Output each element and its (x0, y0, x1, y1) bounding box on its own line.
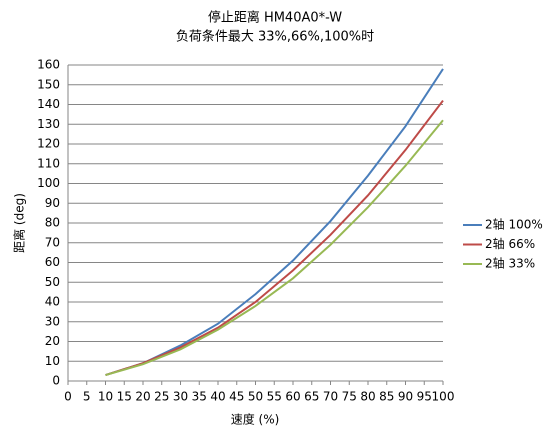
y-axis-label: 距离 (deg) (12, 193, 27, 253)
x-tick-label: 75 (342, 390, 357, 404)
x-axis-label: 速度 (%) (231, 412, 280, 427)
x-tick-label: 85 (379, 390, 394, 404)
legend-label: 2轴 66% (485, 236, 535, 251)
y-tick-label: 140 (37, 97, 60, 111)
y-tick-label: 10 (45, 354, 60, 368)
x-tick-label: 95 (417, 390, 432, 404)
x-tick-label: 90 (398, 390, 413, 404)
x-tick-label: 25 (154, 390, 169, 404)
y-tick-label: 100 (37, 176, 60, 190)
series-line (105, 68, 444, 377)
x-tick-label: 60 (285, 390, 300, 404)
y-tick-label: 120 (37, 137, 60, 151)
legend-label: 2轴 100% (485, 217, 543, 232)
x-tick-label: 15 (117, 390, 132, 404)
y-tick-label: 50 (45, 275, 60, 289)
y-tick-label: 60 (45, 255, 60, 269)
y-tick-label: 130 (37, 117, 60, 131)
y-tick-label: 150 (37, 77, 60, 91)
y-tick-label: 80 (45, 216, 60, 230)
y-tick-label: 90 (45, 196, 60, 210)
x-tick-label: 55 (267, 390, 282, 404)
x-tick-label: 40 (210, 390, 225, 404)
series-line (105, 119, 444, 377)
y-tick-label: 40 (45, 295, 60, 309)
y-tick-label: 160 (37, 58, 60, 72)
x-tick-label: 70 (323, 390, 338, 404)
y-tick-label: 0 (52, 374, 60, 388)
x-tick-label: 35 (192, 390, 207, 404)
chart-title: 停止距离 HM40A0*-W (208, 10, 342, 26)
x-tick-label: 65 (304, 390, 319, 404)
x-tick-label: 10 (98, 390, 113, 404)
y-tick-label: 70 (45, 235, 60, 249)
x-tick-label: 100 (432, 390, 455, 404)
x-tick-label: 50 (248, 390, 263, 404)
x-tick-label: 0 (64, 390, 72, 404)
y-tick-label: 20 (45, 334, 60, 348)
legend-label: 2轴 33% (485, 256, 535, 271)
x-tick-label: 45 (229, 390, 244, 404)
x-tick-label: 5 (83, 390, 91, 404)
x-tick-label: 30 (173, 390, 188, 404)
x-tick-label: 80 (360, 390, 375, 404)
series-line (105, 99, 444, 377)
x-tick-label: 20 (135, 390, 150, 404)
y-tick-label: 110 (37, 156, 60, 170)
y-tick-label: 30 (45, 314, 60, 328)
chart-subtitle: 负荷条件最大 33%,66%,100%时 (176, 29, 374, 45)
